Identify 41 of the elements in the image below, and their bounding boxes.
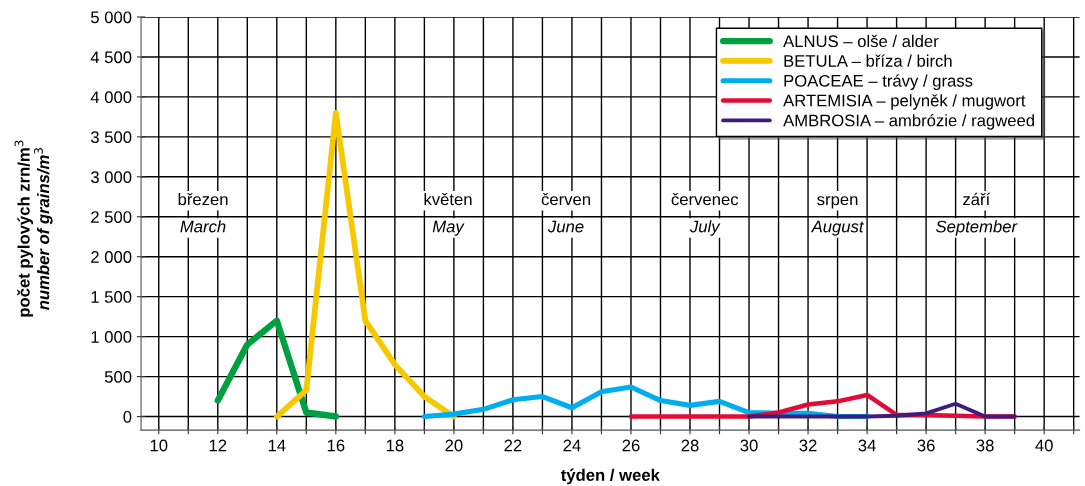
x-tick-label: 38 xyxy=(976,439,994,452)
y-tick-label: 4 000 xyxy=(90,91,132,104)
x-axis-title: týden / week xyxy=(560,468,660,485)
x-tick-label: 18 xyxy=(386,439,404,452)
x-tick-label: 16 xyxy=(327,439,345,452)
y-tick-label: 2 000 xyxy=(91,251,132,263)
y-tick-label: 3 000 xyxy=(90,171,132,184)
annotation: květen May xyxy=(424,192,472,236)
annotation: červenec July xyxy=(671,192,739,236)
legend-label: BETULA – bříza / birch xyxy=(784,54,952,67)
annotation: srpen August xyxy=(810,196,865,236)
x-tick-label: 40 xyxy=(1035,439,1053,452)
x-tick-label: 30 xyxy=(740,439,758,452)
y-tick-label: 0 xyxy=(123,410,132,423)
x-tick-label: 24 xyxy=(563,439,581,452)
x-tick-label: 14 xyxy=(268,439,286,452)
x-tick-label: 20 xyxy=(445,439,463,452)
annotation: září September xyxy=(935,192,1018,236)
legend-label: ALNUS – olše / alder xyxy=(783,34,939,48)
annotation: červen June xyxy=(541,192,590,233)
y-tick-label: 1 500 xyxy=(91,291,132,303)
x-tick-label: 36 xyxy=(917,439,935,452)
line-series xyxy=(747,401,1017,419)
annotation: březen March xyxy=(178,192,228,233)
y-tick-label: 500 xyxy=(104,370,132,383)
y-tick-label: 5 000 xyxy=(90,11,132,24)
x-tick-label: 28 xyxy=(681,439,699,452)
text: počet pylových zrn/m$^{3}$ number of grains/m$^{3}$ xyxy=(14,140,53,317)
legend-label: AMBROSIA – ambrózie / ragweed xyxy=(783,113,1034,130)
legend-label: ARTEMISIA – pelyněk / mugwort xyxy=(783,94,1026,110)
x-tick-label: 22 xyxy=(504,439,522,452)
x-tick-label: 26 xyxy=(622,439,640,452)
y-tick-label: 3 500 xyxy=(90,131,132,144)
y-tick-label: 2 500 xyxy=(91,211,132,223)
legend-label: POACEAE – trávy / grass xyxy=(784,74,973,91)
y-tick-label: 1 000 xyxy=(91,331,132,343)
x-tick-label: 10 xyxy=(150,439,168,452)
x-tick-label: 34 xyxy=(858,439,876,452)
y-tick-label: 4 500 xyxy=(90,51,132,64)
x-tick-label: 32 xyxy=(799,439,817,452)
x-tick-label: 12 xyxy=(209,439,227,452)
